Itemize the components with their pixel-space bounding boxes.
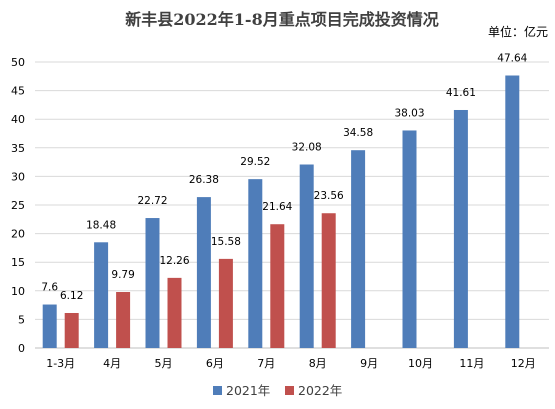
y-tick-label: 50 bbox=[11, 56, 25, 69]
y-tick-label: 30 bbox=[11, 170, 25, 183]
data-label: 7.6 bbox=[41, 282, 58, 294]
y-tick-label: 45 bbox=[11, 85, 25, 98]
data-label: 47.64 bbox=[497, 52, 527, 64]
data-labels: 7.66.12 18.48 9.79 22.72 12.26 26.38 15.58 29.5… bbox=[41, 52, 527, 301]
x-tick-label: 6月 bbox=[206, 357, 224, 370]
data-label: 12.26 bbox=[159, 255, 189, 267]
data-label: 41.61 bbox=[446, 87, 476, 99]
y-tick-label: 10 bbox=[11, 285, 25, 298]
bar bbox=[42, 304, 57, 348]
y-tick-label: 40 bbox=[11, 113, 25, 126]
bar bbox=[145, 218, 160, 348]
bar bbox=[270, 224, 285, 348]
x-tick-label: 7月 bbox=[257, 357, 275, 370]
x-tick-label: 4月 bbox=[103, 357, 121, 370]
data-label: 23.56 bbox=[314, 190, 344, 202]
x-tick-label: 12月 bbox=[511, 357, 536, 370]
bar bbox=[64, 312, 79, 348]
data-label: 15.58 bbox=[211, 236, 241, 248]
x-tick-label: 8月 bbox=[309, 357, 327, 370]
y-tick-label: 5 bbox=[18, 313, 25, 326]
bar bbox=[321, 213, 336, 348]
data-label: 26.38 bbox=[189, 174, 219, 186]
bar bbox=[453, 109, 468, 348]
bar bbox=[248, 179, 263, 348]
bars bbox=[42, 75, 520, 348]
x-tick-label: 11月 bbox=[459, 357, 484, 370]
bar bbox=[167, 277, 182, 348]
x-tick-label: 9月 bbox=[360, 357, 378, 370]
y-tick-label: 20 bbox=[11, 228, 25, 241]
bar bbox=[299, 164, 314, 348]
y-tick-label: 0 bbox=[18, 342, 25, 355]
data-label: 18.48 bbox=[86, 219, 116, 231]
x-tick-label: 10月 bbox=[408, 357, 433, 370]
x-tick-label: 5月 bbox=[155, 357, 173, 370]
legend-swatch bbox=[285, 386, 294, 395]
chart-title: 新丰县2022年1-8月重点项目完成投资情况 bbox=[125, 10, 438, 29]
bar bbox=[116, 292, 131, 348]
bar bbox=[94, 242, 109, 348]
unit-label: 单位：亿元 bbox=[488, 24, 548, 39]
legend: 2021年 2022年 bbox=[213, 383, 342, 398]
y-axis: 0 5 10 15 20 25 30 35 40 45 50 bbox=[11, 56, 25, 355]
legend-label: 2021年 bbox=[226, 383, 270, 398]
data-label: 21.64 bbox=[262, 201, 292, 213]
data-label: 22.72 bbox=[137, 195, 167, 207]
data-label: 9.79 bbox=[111, 269, 134, 281]
data-label: 32.08 bbox=[292, 142, 322, 154]
x-axis: 1-3月 4月 5月 6月 7月 8月 9月 10月 11月 12月 bbox=[46, 357, 536, 370]
y-tick-label: 25 bbox=[11, 199, 25, 212]
bar bbox=[218, 258, 233, 348]
x-tick-label: 1-3月 bbox=[46, 357, 75, 370]
data-label: 29.52 bbox=[240, 156, 270, 168]
data-label: 6.12 bbox=[60, 290, 83, 302]
data-label: 34.58 bbox=[343, 127, 373, 139]
bar bbox=[505, 75, 520, 348]
legend-swatch bbox=[213, 386, 222, 395]
bar bbox=[402, 130, 417, 348]
data-label: 38.03 bbox=[394, 107, 424, 119]
bar bbox=[196, 197, 211, 348]
bar bbox=[351, 150, 366, 348]
legend-label: 2022年 bbox=[298, 383, 342, 398]
y-tick-label: 35 bbox=[11, 142, 25, 155]
y-tick-label: 15 bbox=[11, 256, 25, 269]
